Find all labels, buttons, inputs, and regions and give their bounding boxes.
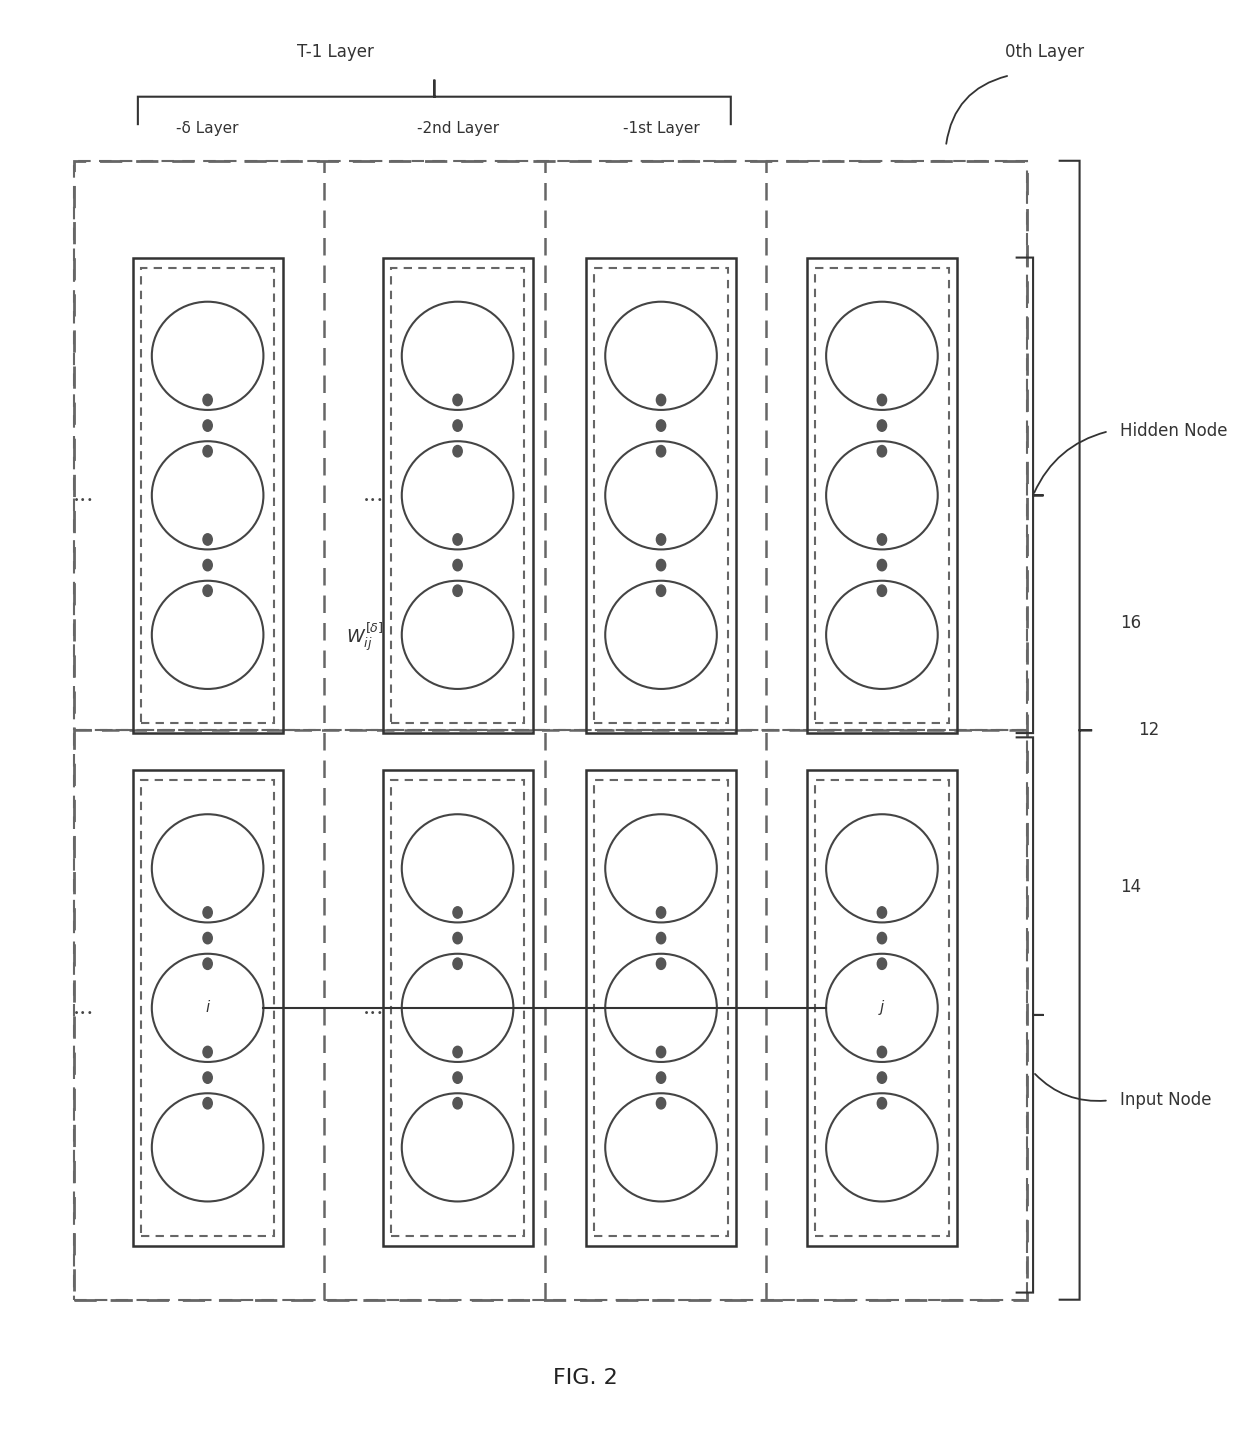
Circle shape bbox=[203, 906, 212, 918]
Circle shape bbox=[877, 932, 887, 944]
Ellipse shape bbox=[402, 302, 513, 410]
Circle shape bbox=[656, 906, 666, 918]
Circle shape bbox=[656, 394, 666, 405]
Circle shape bbox=[656, 534, 666, 546]
Circle shape bbox=[877, 958, 887, 969]
Circle shape bbox=[877, 560, 887, 571]
Text: T-1 Layer: T-1 Layer bbox=[298, 43, 374, 62]
Circle shape bbox=[203, 958, 212, 969]
Circle shape bbox=[453, 958, 463, 969]
Circle shape bbox=[656, 958, 666, 969]
Circle shape bbox=[203, 560, 212, 571]
Text: -δ Layer: -δ Layer bbox=[176, 120, 239, 136]
Text: Hidden Node: Hidden Node bbox=[1120, 422, 1228, 440]
Ellipse shape bbox=[826, 1093, 937, 1201]
FancyArrowPatch shape bbox=[946, 76, 1007, 143]
Circle shape bbox=[453, 586, 463, 596]
Circle shape bbox=[877, 420, 887, 431]
Circle shape bbox=[656, 420, 666, 431]
Circle shape bbox=[453, 932, 463, 944]
Circle shape bbox=[203, 932, 212, 944]
Ellipse shape bbox=[605, 441, 717, 550]
Ellipse shape bbox=[151, 1093, 263, 1201]
Ellipse shape bbox=[605, 815, 717, 922]
Circle shape bbox=[877, 534, 887, 546]
Circle shape bbox=[877, 586, 887, 596]
Ellipse shape bbox=[826, 954, 937, 1063]
Ellipse shape bbox=[151, 815, 263, 922]
Circle shape bbox=[656, 586, 666, 596]
Ellipse shape bbox=[826, 581, 937, 689]
Ellipse shape bbox=[402, 441, 513, 550]
Ellipse shape bbox=[605, 1093, 717, 1201]
Text: ...: ... bbox=[72, 997, 94, 1018]
Ellipse shape bbox=[402, 954, 513, 1063]
Circle shape bbox=[656, 560, 666, 571]
Circle shape bbox=[453, 420, 463, 431]
Text: ...: ... bbox=[363, 484, 384, 507]
Text: i: i bbox=[206, 1001, 210, 1015]
Text: ...: ... bbox=[363, 997, 384, 1018]
Ellipse shape bbox=[151, 441, 263, 550]
Text: 14: 14 bbox=[1120, 878, 1141, 896]
Ellipse shape bbox=[605, 954, 717, 1063]
Circle shape bbox=[877, 1073, 887, 1083]
Circle shape bbox=[877, 906, 887, 918]
FancyArrowPatch shape bbox=[1034, 432, 1106, 493]
Circle shape bbox=[877, 445, 887, 457]
Text: 12: 12 bbox=[1138, 722, 1159, 739]
Circle shape bbox=[453, 1097, 463, 1108]
Circle shape bbox=[877, 1097, 887, 1108]
Text: FIG. 2: FIG. 2 bbox=[553, 1368, 618, 1388]
Circle shape bbox=[453, 1047, 463, 1058]
Ellipse shape bbox=[826, 815, 937, 922]
Circle shape bbox=[203, 1047, 212, 1058]
Ellipse shape bbox=[402, 581, 513, 689]
Circle shape bbox=[203, 1097, 212, 1108]
Circle shape bbox=[203, 534, 212, 546]
Circle shape bbox=[453, 534, 463, 546]
Ellipse shape bbox=[151, 302, 263, 410]
Ellipse shape bbox=[151, 954, 263, 1063]
Text: j: j bbox=[880, 1001, 884, 1015]
Text: Input Node: Input Node bbox=[1120, 1091, 1211, 1110]
Text: ...: ... bbox=[72, 484, 94, 507]
Circle shape bbox=[656, 1073, 666, 1083]
Ellipse shape bbox=[151, 581, 263, 689]
Circle shape bbox=[203, 586, 212, 596]
Text: 16: 16 bbox=[1120, 614, 1141, 633]
Ellipse shape bbox=[605, 581, 717, 689]
Text: 0th Layer: 0th Layer bbox=[1006, 43, 1084, 62]
Circle shape bbox=[203, 445, 212, 457]
Circle shape bbox=[656, 932, 666, 944]
Text: -1st Layer: -1st Layer bbox=[622, 120, 699, 136]
Ellipse shape bbox=[605, 302, 717, 410]
Circle shape bbox=[453, 394, 463, 405]
Circle shape bbox=[877, 394, 887, 405]
Text: $W_{ij}^{[\delta]}$: $W_{ij}^{[\delta]}$ bbox=[346, 621, 383, 653]
Circle shape bbox=[453, 445, 463, 457]
Ellipse shape bbox=[826, 441, 937, 550]
Ellipse shape bbox=[402, 815, 513, 922]
Circle shape bbox=[656, 445, 666, 457]
FancyArrowPatch shape bbox=[1035, 1074, 1106, 1101]
Circle shape bbox=[203, 1073, 212, 1083]
Ellipse shape bbox=[402, 1093, 513, 1201]
Circle shape bbox=[656, 1097, 666, 1108]
Circle shape bbox=[453, 560, 463, 571]
Text: -2nd Layer: -2nd Layer bbox=[417, 120, 498, 136]
Circle shape bbox=[203, 394, 212, 405]
Ellipse shape bbox=[826, 302, 937, 410]
Circle shape bbox=[203, 420, 212, 431]
Circle shape bbox=[656, 1047, 666, 1058]
Circle shape bbox=[877, 1047, 887, 1058]
Circle shape bbox=[453, 1073, 463, 1083]
Circle shape bbox=[453, 906, 463, 918]
